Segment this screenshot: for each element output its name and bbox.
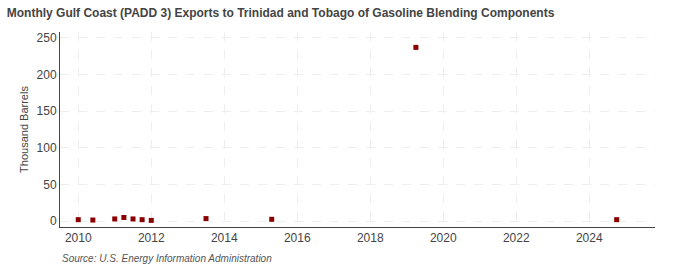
svg-text:150: 150 xyxy=(37,104,57,118)
svg-text:Monthly Gulf Coast (PADD 3) Ex: Monthly Gulf Coast (PADD 3) Exports to T… xyxy=(7,6,555,20)
svg-text:2010: 2010 xyxy=(65,231,92,245)
svg-text:100: 100 xyxy=(37,141,57,155)
svg-text:0: 0 xyxy=(50,214,57,228)
svg-text:Source: U.S. Energy Informatio: Source: U.S. Energy Information Administ… xyxy=(62,253,272,264)
svg-text:2014: 2014 xyxy=(211,231,238,245)
svg-text:2024: 2024 xyxy=(576,231,603,245)
svg-text:250: 250 xyxy=(37,31,57,45)
svg-text:2022: 2022 xyxy=(503,231,530,245)
svg-text:2020: 2020 xyxy=(430,231,457,245)
svg-text:200: 200 xyxy=(37,68,57,82)
svg-text:Thousand Barrels: Thousand Barrels xyxy=(18,86,30,173)
svg-text:2016: 2016 xyxy=(284,231,311,245)
svg-text:2018: 2018 xyxy=(357,231,384,245)
svg-text:50: 50 xyxy=(43,178,57,192)
svg-text:2012: 2012 xyxy=(138,231,165,245)
